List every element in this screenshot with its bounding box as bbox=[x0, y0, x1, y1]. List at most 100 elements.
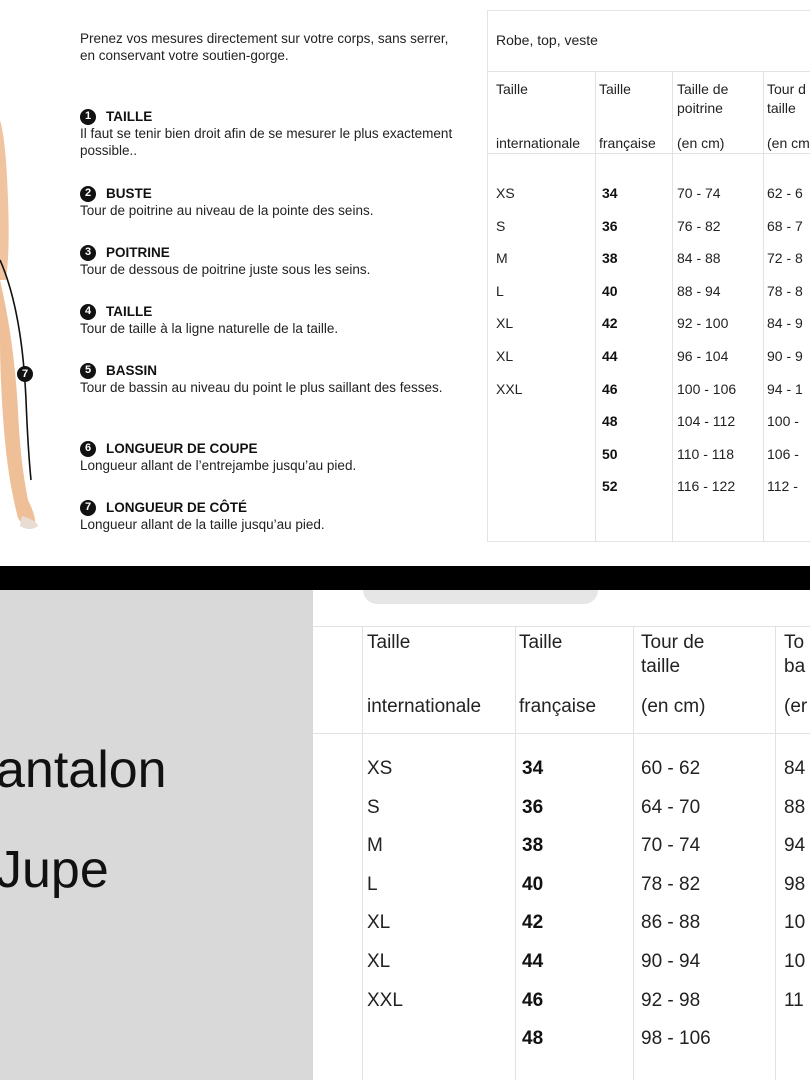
step-title: POITRINE bbox=[106, 245, 170, 260]
column-header: internationale bbox=[496, 135, 581, 151]
table-cell: 84 - 88 bbox=[677, 250, 721, 267]
body-figure-illustration bbox=[0, 120, 38, 529]
column-divider bbox=[775, 626, 776, 1080]
column-divider bbox=[515, 626, 516, 1080]
table-cell: 86 - 88 bbox=[641, 912, 701, 934]
column-header: Taille bbox=[519, 632, 563, 653]
table-cell: L bbox=[496, 282, 504, 299]
table-cell: 78 - 82 bbox=[641, 873, 701, 895]
step-heading: 3 POITRINE bbox=[80, 244, 460, 261]
column-header: (er bbox=[784, 696, 808, 717]
step-number-icon: 4 bbox=[80, 303, 96, 320]
table-cell: 100 - bbox=[767, 413, 799, 430]
table-cell: 72 - 8 bbox=[767, 250, 803, 267]
table-cell: XXL bbox=[496, 380, 523, 397]
table-cell: 60 - 62 bbox=[641, 758, 701, 779]
table-cell: 90 - 9 bbox=[767, 348, 803, 364]
table-cell: 34 bbox=[522, 758, 544, 779]
column-divider bbox=[595, 71, 596, 541]
column-header: Taille bbox=[367, 632, 411, 653]
column-header: taille bbox=[767, 100, 796, 116]
step-heading: 6 LONGUEUR DE COUPE bbox=[80, 440, 460, 457]
step-description: Longueur allant de la taille jusqu’au pi… bbox=[80, 517, 325, 532]
column-header: française bbox=[519, 696, 597, 717]
table-cell: XXL bbox=[367, 989, 403, 1011]
table-cell: 64 - 70 bbox=[641, 796, 701, 818]
table-cell: 96 - 104 bbox=[677, 348, 729, 364]
step-description: Tour de dessous de poitrine juste sous l… bbox=[80, 262, 371, 277]
table-cell: 44 bbox=[602, 348, 618, 364]
table-cell: 78 - 8 bbox=[767, 282, 803, 299]
step-description: Tour de bassin au niveau du point le plu… bbox=[80, 380, 443, 395]
column-header: (en cm) bbox=[677, 135, 725, 151]
table-cell: 38 bbox=[602, 250, 618, 267]
column-divider bbox=[633, 626, 634, 1080]
table-cell: 38 bbox=[522, 835, 544, 857]
step-number-icon: 5 bbox=[80, 362, 96, 379]
step-heading: 7 LONGUEUR DE CÔTÉ bbox=[80, 499, 460, 516]
table-cell: 40 bbox=[522, 873, 544, 895]
step-title: LONGUEUR DE COUPE bbox=[106, 441, 258, 456]
table-cell: XL bbox=[496, 315, 514, 332]
table-cell: M bbox=[496, 250, 508, 267]
table-cell: 94 bbox=[784, 835, 806, 857]
step-heading: 4 TAILLE bbox=[80, 303, 460, 320]
column-header: Tour de bbox=[641, 632, 705, 653]
table-cell: XS bbox=[367, 758, 393, 779]
table-cell: XS bbox=[496, 185, 515, 201]
table-cell: 90 - 94 bbox=[641, 951, 701, 972]
table-cell: 98 bbox=[784, 873, 806, 895]
measure-step: 7 LONGUEUR DE CÔTÉ Longueur allant de la t… bbox=[80, 499, 460, 533]
table-cell: 46 bbox=[602, 380, 618, 397]
step-description: Longueur allant de l’entrejambe jusqu’au… bbox=[80, 458, 357, 473]
measure-step: 6 LONGUEUR DE COUPE Longueur allant de l’e… bbox=[80, 440, 460, 474]
table-cell: 10 bbox=[784, 912, 806, 934]
table-cell: 98 - 106 bbox=[641, 1028, 711, 1050]
row-divider bbox=[313, 626, 810, 627]
column-header: To bbox=[784, 632, 805, 653]
table-cell: S bbox=[496, 217, 506, 234]
step-title: TAILLE bbox=[106, 304, 153, 319]
table-cell: 50 bbox=[602, 445, 618, 462]
table-cell: S bbox=[367, 796, 380, 818]
table-cell: 92 - 98 bbox=[641, 989, 701, 1011]
step-number-icon: 2 bbox=[80, 185, 96, 202]
step-title: BASSIN bbox=[106, 363, 158, 378]
step-title: TAILLE bbox=[106, 109, 153, 124]
table-cell: 110 - 118 bbox=[677, 445, 735, 462]
measure-step: 4 TAILLE Tour de taille à la ligne naturel… bbox=[80, 303, 460, 337]
measure-step: 3 POITRINE Tour de dessous de poitrine jus… bbox=[80, 244, 460, 278]
column-header: Tour d bbox=[767, 81, 806, 97]
table-cell: 88 bbox=[784, 796, 806, 818]
column-header: (en cm bbox=[767, 135, 810, 151]
table-cell: 42 bbox=[602, 315, 618, 332]
measure-step: 1 TAILLE Il faut se tenir bien droit afin … bbox=[80, 108, 460, 159]
pants-skirt-size-table: Taille internationale Taille française Tour … bbox=[313, 590, 810, 1080]
step-description: Tour de poitrine au niveau de la pointe … bbox=[80, 203, 374, 218]
table-cell: 44 bbox=[522, 951, 544, 972]
table-cell: 48 bbox=[602, 413, 618, 430]
table-cell: XL bbox=[367, 951, 391, 972]
table-cell: 94 - 1 bbox=[767, 380, 803, 397]
table-cell: 52 bbox=[602, 478, 618, 495]
column-header: poitrine bbox=[677, 100, 723, 116]
table-cell: 42 bbox=[522, 912, 544, 934]
step-title: LONGUEUR DE CÔTÉ bbox=[106, 500, 248, 515]
table-cell: 116 - 122 bbox=[677, 478, 736, 495]
step-heading: 1 TAILLE bbox=[80, 108, 460, 125]
table-cell: 104 - 112 bbox=[677, 413, 736, 430]
table-cell: 84 - 9 bbox=[767, 315, 803, 332]
table-cell: 100 - 106 bbox=[677, 380, 737, 397]
image-fragment bbox=[363, 590, 598, 604]
table-cell: 68 - 7 bbox=[767, 217, 803, 234]
row-divider bbox=[488, 153, 810, 154]
intro-text: Prenez vos mesures directement sur votre… bbox=[80, 31, 449, 63]
table-cell: M bbox=[367, 835, 383, 857]
step-title: BUSTE bbox=[106, 186, 152, 201]
category-panel: antalon Jupe bbox=[0, 590, 313, 1080]
column-header: taille bbox=[641, 656, 681, 677]
table-cell: 10 bbox=[784, 951, 806, 972]
table-cell: 11 bbox=[784, 989, 804, 1011]
step-description: Tour de taille à la ligne naturelle de l… bbox=[80, 321, 339, 336]
table-cell: XL bbox=[367, 912, 391, 934]
